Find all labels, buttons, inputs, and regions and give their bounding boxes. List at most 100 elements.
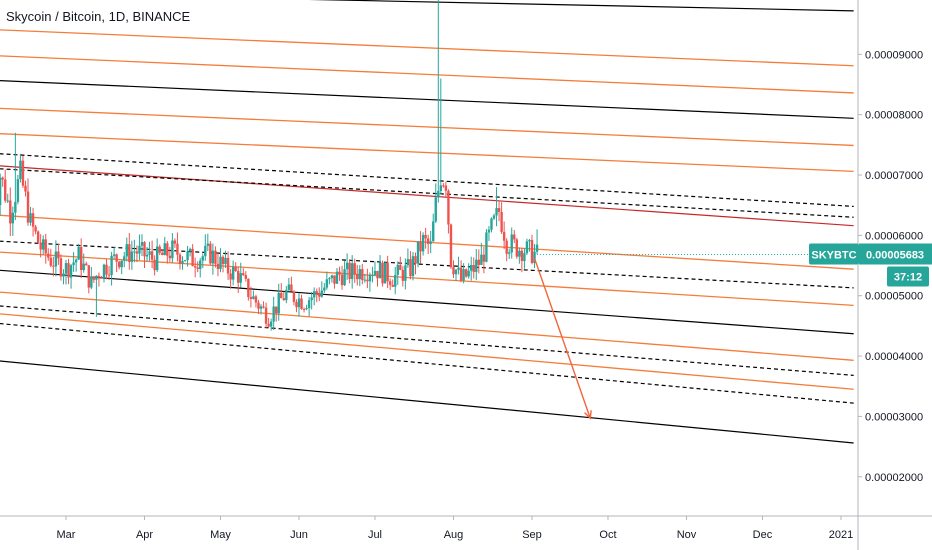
candle-body — [396, 264, 399, 275]
candle-body — [112, 254, 116, 256]
candle-body — [442, 185, 445, 187]
candle-body — [178, 254, 182, 264]
candle-body — [411, 256, 415, 277]
candle-body — [533, 251, 536, 263]
candle-body — [214, 250, 217, 264]
candle-body — [64, 263, 68, 274]
candle-body — [275, 306, 278, 314]
candle-body — [330, 275, 334, 279]
channel-line — [308, 0, 854, 12]
candle-body — [128, 244, 131, 262]
candle-body — [528, 240, 531, 242]
candle-body — [44, 239, 47, 254]
candle-body — [34, 226, 37, 232]
candle-body — [320, 290, 323, 297]
y-tick-label: 0.00004000 — [865, 351, 923, 363]
candle-body — [363, 279, 367, 281]
x-tick-label: Apr — [136, 529, 153, 541]
candle-body — [206, 243, 210, 246]
candle-body — [133, 251, 136, 253]
channel-line — [0, 165, 854, 227]
candle-body — [414, 256, 417, 264]
candle-body — [90, 276, 93, 288]
candle-body — [462, 269, 465, 281]
channel-line — [0, 79, 854, 119]
price-tag-label: 0.00005683 — [866, 249, 924, 261]
candle-body — [383, 262, 387, 284]
channel-line — [0, 168, 854, 218]
candle-body — [470, 264, 473, 271]
plot-area — [0, 0, 858, 444]
candle-body — [1, 177, 4, 180]
candle-body — [459, 267, 463, 281]
candle-body — [508, 252, 511, 254]
candle-body — [437, 190, 440, 198]
candle-body — [100, 277, 103, 279]
x-tick-label: Jun — [290, 529, 308, 541]
candle-body — [211, 250, 215, 264]
candle-body — [485, 232, 488, 262]
candle-body — [191, 248, 194, 267]
candle-body — [74, 259, 78, 263]
y-tick-label: 0.00009000 — [865, 49, 923, 61]
candle-body — [171, 240, 174, 259]
candle-body — [24, 185, 27, 192]
x-tick-label: 2021 — [829, 529, 853, 541]
candle-body — [515, 239, 519, 257]
candle-body — [0, 177, 2, 206]
candle-body — [125, 244, 128, 257]
candle-body — [77, 247, 80, 260]
candle-body — [21, 160, 25, 186]
candle-body — [350, 263, 354, 280]
candle-body — [340, 274, 344, 286]
candle-body — [237, 270, 240, 283]
candle-body — [259, 306, 263, 309]
candle-body — [500, 212, 503, 232]
candle-body — [297, 298, 301, 308]
candle-body — [272, 306, 275, 322]
candle-body — [381, 262, 384, 284]
candle-body — [419, 241, 422, 252]
candle-body — [464, 269, 468, 277]
candle-body — [449, 224, 453, 268]
candle-body — [452, 267, 455, 275]
candle-body — [325, 279, 329, 288]
candle-body — [495, 208, 498, 216]
candle-body — [62, 273, 65, 277]
candle-body — [371, 274, 374, 276]
candle-body — [444, 185, 448, 191]
candle-body — [110, 255, 113, 276]
candle-body — [432, 221, 435, 242]
candle-body — [310, 297, 313, 301]
candle-body — [345, 262, 349, 270]
candle-body — [196, 267, 199, 269]
candle-body — [249, 296, 253, 299]
countdown-label: 37:12 — [894, 271, 922, 283]
candle-body — [239, 273, 242, 283]
x-tick-label: Oct — [599, 529, 616, 541]
candle-body — [47, 253, 50, 258]
candle-body — [221, 256, 225, 265]
candle-body — [219, 256, 222, 270]
candle-body — [224, 257, 227, 265]
x-tick-label: Sep — [522, 529, 542, 541]
candle-body — [161, 252, 164, 255]
candle-body — [244, 275, 248, 279]
candle-body — [95, 275, 98, 280]
candle-body — [140, 242, 144, 246]
candle-body — [376, 270, 379, 279]
channel-line — [0, 107, 854, 147]
candle-body — [204, 245, 207, 257]
candle-body — [176, 243, 179, 255]
x-tick-label: Jul — [368, 529, 382, 541]
channel-line — [0, 360, 854, 444]
candle-body — [117, 261, 121, 268]
candle-body — [399, 264, 402, 270]
candle-body — [186, 251, 189, 261]
candle-body — [31, 213, 35, 227]
candle-body — [477, 259, 481, 265]
candle-body — [378, 262, 382, 279]
candle-body — [130, 251, 134, 262]
candle-body — [199, 260, 202, 269]
